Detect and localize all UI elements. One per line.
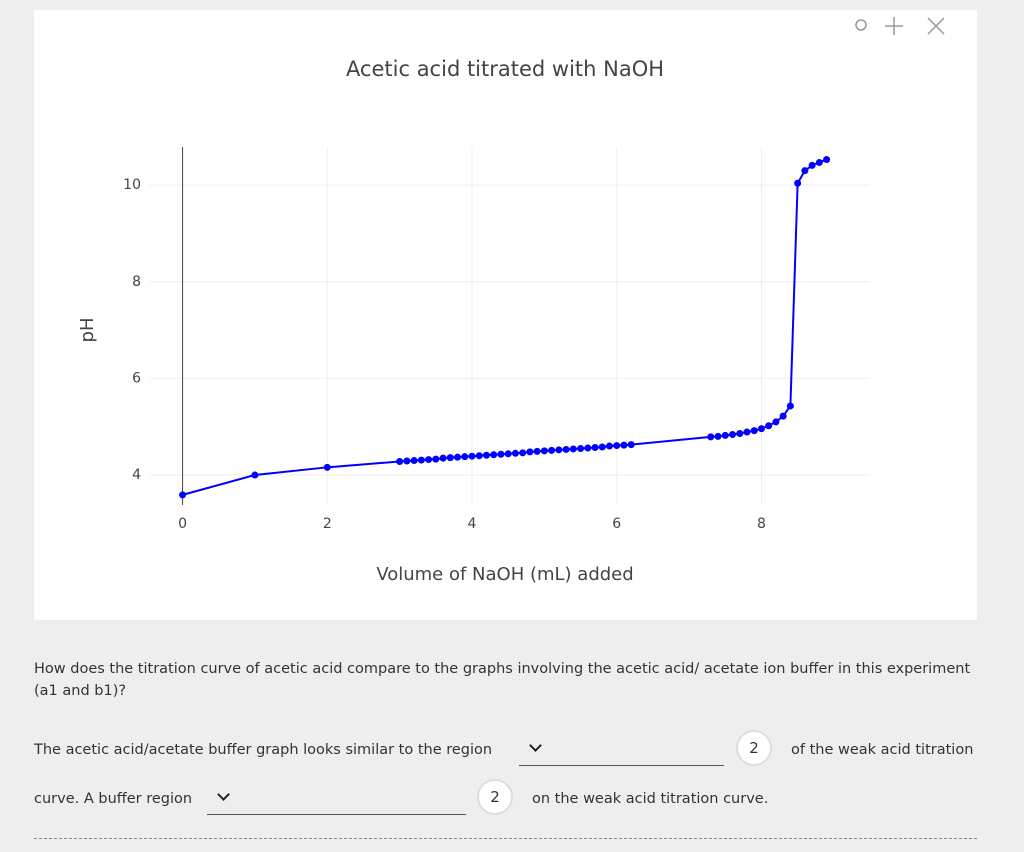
dropdown[interactable] bbox=[207, 788, 466, 815]
marker bbox=[179, 491, 187, 499]
marker bbox=[743, 428, 751, 436]
marker bbox=[519, 449, 527, 457]
marker bbox=[454, 453, 462, 461]
marker bbox=[577, 444, 585, 452]
marker bbox=[823, 156, 831, 164]
marker bbox=[504, 450, 512, 458]
marker bbox=[598, 443, 606, 451]
marker bbox=[808, 161, 816, 169]
marker bbox=[605, 442, 613, 450]
question-text: How does the titration curve of acetic a… bbox=[34, 661, 971, 699]
sentence-text: curve. A buffer region bbox=[34, 791, 193, 807]
marker bbox=[562, 445, 570, 453]
marker bbox=[403, 457, 411, 465]
marker bbox=[482, 451, 490, 459]
pan-icon[interactable] bbox=[885, 17, 903, 35]
x-tick-label: 4 bbox=[468, 516, 477, 532]
y-axis-label: pH bbox=[77, 318, 98, 343]
marker bbox=[569, 445, 577, 453]
marker bbox=[425, 456, 433, 464]
marker bbox=[548, 446, 556, 454]
y-tick-label: 6 bbox=[132, 370, 141, 386]
marker bbox=[736, 429, 744, 437]
marker bbox=[714, 432, 722, 440]
marker bbox=[490, 451, 498, 459]
marker bbox=[410, 457, 418, 465]
marker bbox=[794, 179, 802, 187]
marker bbox=[468, 452, 476, 460]
marker bbox=[323, 463, 331, 471]
marker bbox=[497, 450, 505, 458]
marker bbox=[432, 455, 440, 463]
marker bbox=[786, 402, 794, 410]
sentence-text: of the weak acid titration bbox=[791, 742, 974, 758]
marker bbox=[446, 454, 454, 462]
attempt-badge: 2 bbox=[736, 730, 772, 766]
attempt-badge: 2 bbox=[477, 779, 513, 815]
marker bbox=[815, 158, 823, 166]
marker bbox=[475, 452, 483, 460]
reset-icon[interactable] bbox=[927, 17, 945, 35]
marker bbox=[729, 430, 737, 438]
sentence-text: on the weak acid titration curve. bbox=[532, 791, 769, 807]
marker bbox=[417, 456, 425, 464]
marker bbox=[396, 458, 404, 466]
marker bbox=[591, 444, 599, 452]
x-axis-label: Volume of NaOH (mL) added bbox=[376, 564, 633, 585]
marker bbox=[772, 418, 780, 426]
y-tick-label: 8 bbox=[132, 274, 141, 290]
toolbar[interactable] bbox=[855, 17, 945, 35]
marker bbox=[765, 422, 773, 430]
zoom-icon[interactable] bbox=[855, 19, 867, 31]
marker bbox=[251, 471, 259, 479]
marker bbox=[801, 167, 809, 175]
marker bbox=[439, 454, 447, 462]
marker bbox=[540, 447, 548, 455]
y-tick-label: 4 bbox=[132, 467, 141, 483]
marker bbox=[461, 453, 469, 461]
divider bbox=[34, 838, 977, 839]
marker bbox=[757, 425, 765, 433]
x-tick-label: 0 bbox=[178, 516, 187, 532]
x-tick-label: 6 bbox=[612, 516, 621, 532]
marker bbox=[721, 431, 729, 439]
dropdown[interactable] bbox=[519, 739, 724, 766]
marker bbox=[584, 444, 592, 452]
y-tick-label: 10 bbox=[123, 177, 141, 193]
marker bbox=[613, 442, 621, 450]
x-tick-label: 2 bbox=[323, 516, 332, 532]
marker bbox=[750, 427, 758, 435]
marker bbox=[620, 441, 628, 449]
chart-card bbox=[34, 10, 977, 620]
sentence-text: The acetic acid/acetate buffer graph loo… bbox=[34, 742, 493, 758]
marker bbox=[511, 449, 519, 457]
line bbox=[182, 158, 827, 496]
chart: Acetic acid titrated with NaOH Volume of… bbox=[77, 17, 945, 585]
marker bbox=[779, 412, 787, 420]
marker bbox=[555, 446, 563, 454]
marker bbox=[627, 441, 635, 449]
chart-title: Acetic acid titrated with NaOH bbox=[346, 57, 664, 81]
x-tick-label: 8 bbox=[757, 516, 766, 532]
marker bbox=[533, 447, 541, 455]
marker bbox=[526, 448, 534, 456]
marker bbox=[707, 433, 715, 441]
